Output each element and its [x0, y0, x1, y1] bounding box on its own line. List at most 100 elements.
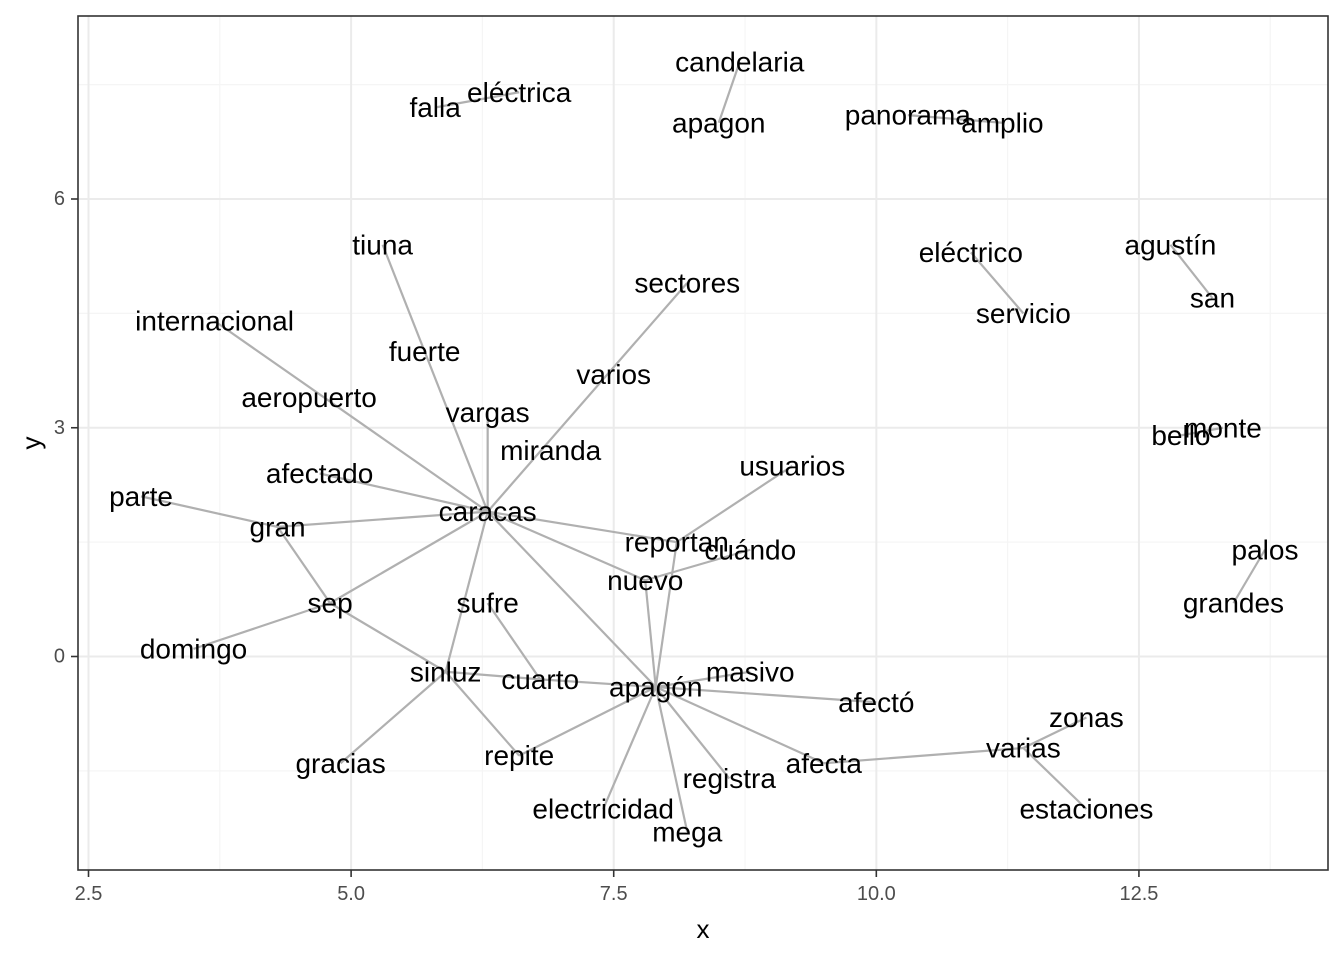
node-label: electricidad — [532, 794, 674, 825]
node-label: miranda — [500, 435, 602, 466]
node-label: tiuna — [352, 229, 413, 260]
node-label: san — [1190, 283, 1235, 314]
node-label: domingo — [140, 633, 247, 664]
x-tick-label: 5.0 — [337, 883, 365, 905]
node-label: afectó — [838, 687, 914, 718]
node-label: gran — [250, 511, 306, 542]
y-tick-label: 6 — [54, 188, 65, 210]
edge-line — [434, 91, 520, 109]
edge-line — [644, 548, 751, 582]
node-label: usuarios — [739, 450, 845, 481]
minor-gridlines — [78, 16, 1328, 870]
edge-line — [823, 746, 1024, 765]
edge-line — [970, 251, 1025, 315]
node-label: estaciones — [1019, 794, 1153, 825]
x-tick-label: 10.0 — [857, 883, 896, 905]
edge-line — [1180, 426, 1224, 437]
edge-line — [676, 464, 793, 544]
node-label: eléctrica — [467, 77, 572, 108]
node-label: apagon — [672, 107, 765, 138]
y-axis-ticks: 0 3 6 — [54, 188, 78, 668]
node-label: fuerte — [389, 336, 461, 367]
node-label: sufre — [457, 588, 519, 619]
edge-line — [339, 670, 447, 765]
node-label: masivo — [706, 656, 795, 687]
node-label: afectado — [266, 458, 373, 489]
node-label: palos — [1232, 534, 1299, 565]
node-label: aeropuerto — [241, 382, 376, 413]
x-tick-label: 2.5 — [75, 883, 103, 905]
edge-line — [486, 602, 542, 680]
node-label: varias — [986, 733, 1061, 764]
edge-line — [444, 511, 489, 673]
node-label: amplio — [961, 107, 1043, 138]
node-label: panorama — [845, 100, 972, 131]
edge-line — [907, 114, 1003, 124]
edge-line — [655, 685, 877, 704]
x-axis-ticks: 2.5 5.0 7.5 10.0 12.5 — [75, 870, 1158, 905]
node-label: falla — [409, 92, 461, 123]
node-label: registra — [683, 763, 777, 794]
node-label: vargas — [446, 397, 530, 428]
edge-line — [540, 678, 656, 689]
node-label: repite — [484, 740, 554, 771]
edge-line — [487, 510, 646, 582]
edge-line — [487, 510, 677, 544]
node-label: parte — [109, 481, 173, 512]
node-label: varios — [576, 359, 651, 390]
edge-line — [193, 602, 331, 650]
edge-line — [381, 244, 489, 513]
panel-border — [77, 15, 1329, 871]
edge-line — [654, 686, 731, 780]
y-tick-label: 3 — [54, 417, 65, 439]
node-label: bello — [1151, 420, 1210, 451]
edge-line — [644, 580, 657, 688]
edge-line — [655, 685, 825, 765]
edge-line — [518, 686, 657, 757]
y-axis-title: y — [16, 437, 46, 450]
node-label: servicio — [976, 298, 1071, 329]
edge-line — [276, 526, 332, 604]
edge-line — [1169, 244, 1214, 299]
edge-line — [486, 282, 689, 513]
edge-line — [319, 472, 488, 513]
edge-line — [1022, 747, 1088, 810]
edge-line — [444, 671, 521, 757]
node-label: cuándo — [704, 534, 796, 565]
node-label: nuevo — [607, 565, 683, 596]
node-label: reportan — [625, 527, 729, 558]
node-label: sep — [308, 588, 353, 619]
node-label: sectores — [634, 267, 740, 298]
major-gridlines — [78, 16, 1328, 870]
node-label: mega — [652, 816, 722, 847]
edge-line — [140, 495, 278, 528]
edge-line — [445, 670, 541, 681]
y-tick-label: 0 — [54, 646, 65, 668]
x-tick-label: 12.5 — [1119, 883, 1158, 905]
node-label: apagón — [609, 672, 702, 703]
x-tick-label: 7.5 — [600, 883, 628, 905]
edge-line — [213, 320, 489, 513]
node-label: internacional — [135, 306, 294, 337]
node-label: caracas — [439, 496, 537, 527]
edge-line — [329, 602, 447, 673]
edge-line — [654, 541, 678, 688]
node-label: cuarto — [501, 664, 579, 695]
node-label: eléctrico — [919, 237, 1023, 268]
edge-line — [1022, 716, 1087, 749]
edge-line — [717, 61, 741, 124]
edge-line — [329, 510, 489, 605]
edge-line — [602, 686, 657, 810]
node-label: afecta — [786, 748, 863, 779]
node-label: agustín — [1125, 229, 1217, 260]
node-labels: candelaria apagon falla eléctrica panoramaam… — [109, 46, 1298, 847]
edge-line — [277, 510, 488, 528]
x-axis-title: x — [697, 914, 710, 944]
edge-line — [486, 510, 657, 688]
node-label: zonas — [1049, 702, 1124, 733]
node-label: candelaria — [675, 46, 805, 77]
node-label: grandes — [1183, 588, 1284, 619]
node-label: gracias — [295, 748, 385, 779]
edge-line — [1232, 549, 1266, 604]
